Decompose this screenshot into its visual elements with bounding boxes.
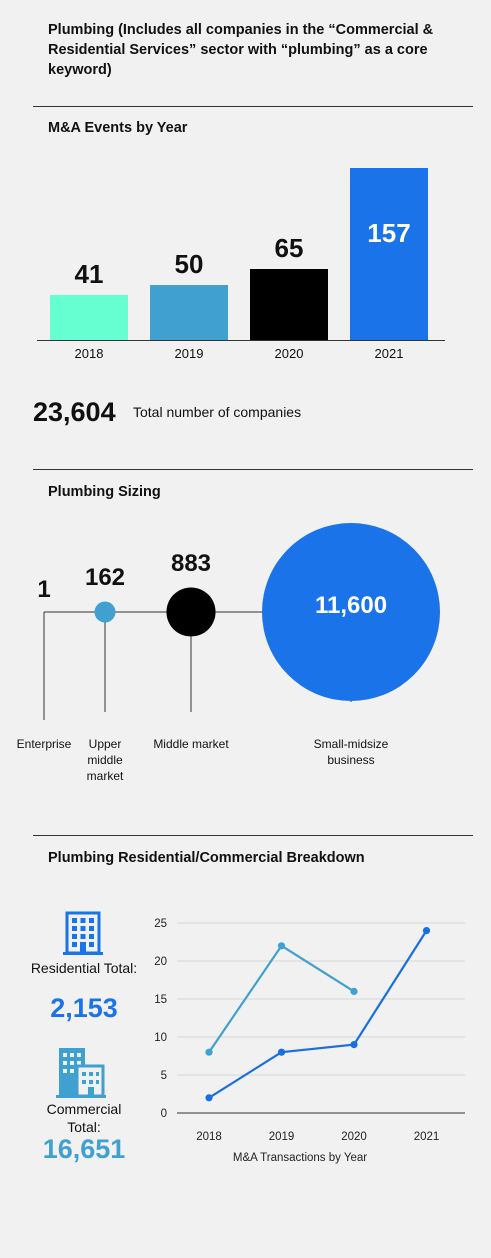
y-tick-label: 25 (154, 918, 167, 930)
data-point (422, 927, 431, 935)
x-axis-line (37, 340, 445, 341)
x-tick-label: 2020 (341, 1131, 367, 1143)
size-category-label: Enterprise (16, 737, 72, 751)
line-chart-svg: 0 5 10 15 20 25 2018 2019 2020 2021 M&A Transactio… (154, 918, 465, 1164)
y-tick-label: 10 (154, 1032, 167, 1044)
size-category-label: Upper middle market (86, 737, 124, 783)
data-point (350, 987, 358, 995)
bar-value-label: 65 (274, 232, 304, 263)
data-point (277, 942, 286, 950)
bar (350, 168, 428, 340)
size-bubble (166, 587, 216, 637)
y-tick-label: 20 (154, 956, 167, 968)
building-icon (60, 910, 106, 956)
sizing-chart: 1 162 883 11,600 Enterprise Upper middle mark… (0, 520, 491, 800)
residential-total: 2,153 (50, 993, 118, 1023)
size-bubble (262, 523, 440, 701)
bar-value-label: 41 (74, 259, 104, 290)
bubble-value-label: 883 (170, 550, 212, 577)
series-line (208, 930, 428, 1099)
bar (250, 268, 328, 340)
data-point (277, 1048, 286, 1056)
size-category-label: Middle market (153, 737, 229, 751)
page-title: Plumbing (Includes all companies in the … (48, 22, 434, 78)
x-tick-label: 2020 (274, 346, 304, 361)
divider (33, 835, 473, 836)
x-tick-label: 2021 (374, 346, 404, 361)
size-category-label: Small-midsize business (313, 737, 389, 767)
sizing-svg (43, 523, 440, 720)
data-point (205, 1048, 213, 1056)
y-tick-label: 15 (154, 994, 167, 1006)
bar (50, 295, 128, 340)
x-tick-label: 2018 (74, 346, 104, 361)
x-tick-label: 2019 (174, 346, 204, 361)
y-tick-label: 0 (161, 1108, 167, 1120)
divider (33, 106, 473, 107)
bubble-value-label: 1 (37, 576, 51, 603)
bar (150, 285, 228, 340)
commercial-label: Commercial Total: (46, 1101, 122, 1135)
breakdown-line-chart: 0 5 10 15 20 25 2018 2019 2020 2021 M&A Transactio… (140, 905, 480, 1170)
x-tick-label: 2019 (269, 1131, 295, 1143)
divider (33, 469, 473, 470)
ma-events-bar-chart: 41 2018 50 2019 65 2020 157 2021 (0, 0, 491, 380)
sizing-heading: Plumbing Sizing (48, 484, 161, 500)
total-companies-label: Total number of companies (133, 404, 302, 420)
bar-value-label: 50 (174, 249, 204, 280)
bar-value-label: 157 (367, 218, 411, 248)
office-buildings-icon (55, 1044, 107, 1100)
ma-events-heading: M&A Events by Year (48, 120, 188, 136)
size-bubble (94, 601, 116, 623)
x-tick-label: 2021 (414, 1131, 440, 1143)
bubble-value-label: 11,600 (314, 592, 388, 619)
residential-label: Residential Total: (30, 960, 138, 976)
total-companies-number: 23,604 (33, 397, 116, 427)
data-point (205, 1094, 213, 1102)
x-tick-label: 2018 (196, 1131, 222, 1143)
data-point (350, 1041, 358, 1049)
x-axis-title: M&A Transactions by Year (233, 1152, 367, 1164)
bubble-value-label: 162 (84, 564, 126, 591)
y-tick-label: 5 (161, 1070, 167, 1082)
breakdown-heading: Plumbing Residential/Commercial Breakdow… (48, 850, 365, 866)
commercial-total: 16,651 (42, 1134, 126, 1164)
